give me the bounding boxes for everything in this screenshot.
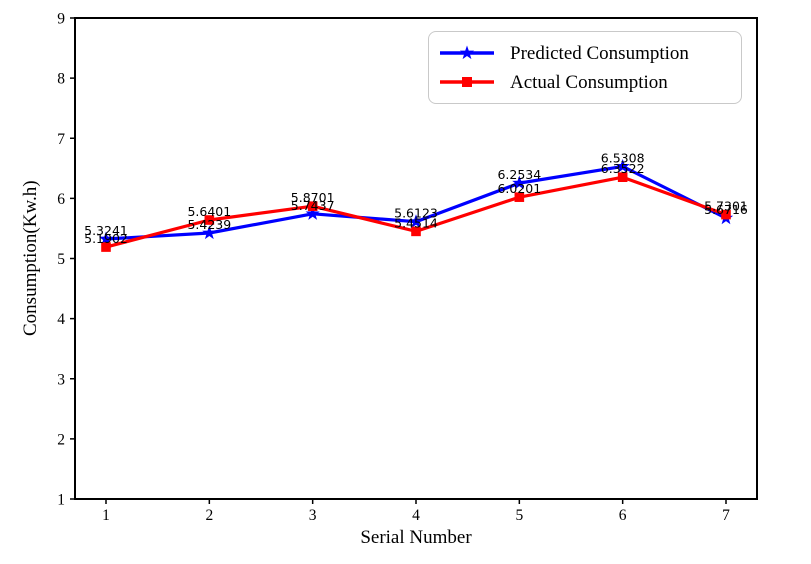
y-axis-title: Consumption(Kw.h) bbox=[20, 180, 41, 337]
actual-consumption-point-label: 5.7301 bbox=[704, 199, 748, 214]
actual-consumption-marker bbox=[514, 192, 525, 202]
y-tick-label: 1 bbox=[57, 492, 65, 509]
y-tick-label: 4 bbox=[57, 311, 65, 328]
y-tick-label: 7 bbox=[57, 131, 65, 148]
x-tick-label: 1 bbox=[102, 507, 110, 524]
legend-label: Predicted Consumption bbox=[510, 42, 689, 64]
predicted-consumption-point-label: 6.5308 bbox=[601, 150, 645, 165]
predicted-consumption-marker bbox=[98, 231, 114, 246]
square-icon bbox=[462, 77, 472, 87]
x-tick-label: 2 bbox=[205, 507, 213, 524]
legend-sample-actual-consumption bbox=[440, 77, 494, 87]
actual-consumption-point-label: 6.3522 bbox=[601, 161, 645, 176]
x-tick-label: 7 bbox=[722, 507, 730, 524]
x-tick-label: 5 bbox=[515, 507, 523, 524]
legend-item-actual-consumption: Actual Consumption bbox=[438, 71, 737, 93]
actual-consumption-point-label: 5.4514 bbox=[394, 215, 438, 230]
y-tick-label: 6 bbox=[57, 191, 65, 208]
legend: Predicted Consumption Actual Consumption bbox=[428, 31, 742, 104]
x-tick-label: 3 bbox=[309, 507, 317, 524]
predicted-consumption-point-label: 5.6716 bbox=[704, 202, 748, 217]
predicted-consumption-point-label: 5.3241 bbox=[84, 223, 128, 238]
actual-consumption-marker bbox=[101, 242, 111, 252]
actual-consumption-point-label: 5.8701 bbox=[291, 190, 335, 205]
actual-consumption-marker bbox=[617, 172, 628, 182]
actual-consumption-point-label: 6.0201 bbox=[497, 181, 541, 196]
y-tick-label: 3 bbox=[57, 371, 65, 388]
predicted-consumption-point-label: 5.4239 bbox=[187, 217, 231, 232]
y-tick-label: 5 bbox=[57, 251, 65, 268]
legend-sample-predicted-consumption bbox=[440, 45, 494, 60]
predicted-consumption-point-label: 6.2534 bbox=[497, 167, 541, 182]
actual-consumption-point-label: 5.1902 bbox=[84, 231, 128, 246]
y-tick-label: 9 bbox=[57, 11, 65, 28]
actual-consumption-marker bbox=[721, 209, 731, 220]
plot-border bbox=[74, 17, 758, 500]
x-tick-label: 4 bbox=[412, 507, 420, 524]
predicted-consumption-marker bbox=[305, 206, 320, 220]
y-tick-label: 8 bbox=[57, 71, 65, 88]
x-tick-label: 6 bbox=[619, 507, 627, 524]
predicted-consumption-marker bbox=[408, 214, 424, 228]
predicted-consumption-point-label: 5.7437 bbox=[291, 198, 335, 213]
actual-consumption-point-label: 5.6401 bbox=[187, 204, 231, 219]
actual-consumption-marker bbox=[411, 226, 421, 237]
actual-consumption-marker bbox=[204, 215, 215, 225]
star-icon bbox=[459, 45, 475, 60]
predicted-consumption-marker bbox=[512, 175, 527, 190]
actual-consumption-marker bbox=[307, 201, 318, 211]
predicted-consumption-marker bbox=[202, 225, 217, 240]
legend-label: Actual Consumption bbox=[510, 71, 668, 93]
x-axis-title: Serial Number bbox=[360, 527, 472, 548]
legend-item-predicted-consumption: Predicted Consumption bbox=[438, 42, 737, 64]
predicted-consumption-marker bbox=[615, 158, 630, 173]
predicted-consumption-point-label: 5.6123 bbox=[394, 206, 438, 221]
y-tick-label: 2 bbox=[57, 431, 65, 448]
